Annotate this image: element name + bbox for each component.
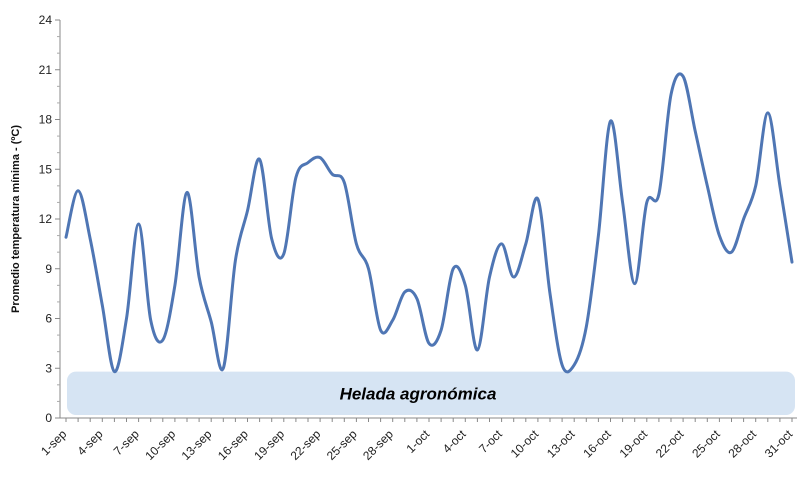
data-point bbox=[464, 284, 466, 286]
y-tick-label: 3 bbox=[45, 361, 52, 375]
data-point bbox=[730, 251, 732, 253]
data-point bbox=[670, 93, 672, 95]
data-point bbox=[150, 319, 152, 321]
data-point bbox=[271, 238, 273, 240]
data-point bbox=[113, 370, 115, 372]
x-tick-label: 10-sep bbox=[142, 427, 178, 463]
x-tick-label: 7-sep bbox=[111, 427, 142, 458]
data-point bbox=[682, 75, 684, 77]
data-point bbox=[234, 259, 236, 261]
data-point bbox=[125, 317, 127, 319]
data-point bbox=[791, 261, 793, 263]
data-point bbox=[597, 234, 599, 236]
data-point bbox=[355, 243, 357, 245]
data-point bbox=[573, 364, 575, 366]
data-point bbox=[89, 238, 91, 240]
data-point bbox=[767, 112, 769, 114]
data-point bbox=[609, 120, 611, 122]
x-tick-label: 13-oct bbox=[544, 427, 578, 461]
data-point bbox=[222, 367, 224, 369]
data-point bbox=[755, 185, 757, 187]
data-point bbox=[162, 339, 164, 341]
data-point bbox=[198, 276, 200, 278]
data-point bbox=[283, 253, 285, 255]
x-tick-label: 7-oct bbox=[476, 427, 505, 456]
x-tick-label: 16-oct bbox=[580, 427, 614, 461]
y-tick-label: 9 bbox=[45, 262, 52, 276]
x-tick-label: 4-oct bbox=[440, 427, 469, 456]
data-point bbox=[646, 201, 648, 203]
data-point bbox=[392, 319, 394, 321]
frost-band bbox=[67, 371, 795, 415]
x-tick-label: 28-oct bbox=[726, 427, 760, 461]
data-point bbox=[742, 218, 744, 220]
data-point bbox=[537, 198, 539, 200]
data-point bbox=[319, 156, 321, 158]
data-point bbox=[476, 349, 478, 351]
x-tick-label: 10-oct bbox=[508, 427, 542, 461]
data-point bbox=[174, 284, 176, 286]
data-point bbox=[779, 185, 781, 187]
x-tick-label: 19-sep bbox=[251, 427, 287, 463]
data-point bbox=[331, 173, 333, 175]
data-point bbox=[549, 292, 551, 294]
y-tick-label: 0 bbox=[45, 411, 52, 425]
x-tick-label: 1-sep bbox=[38, 427, 69, 458]
x-tick-label: 22-oct bbox=[653, 427, 687, 461]
data-point bbox=[258, 158, 260, 160]
data-point bbox=[137, 223, 139, 225]
data-point bbox=[694, 130, 696, 132]
data-point bbox=[500, 243, 502, 245]
data-point bbox=[210, 321, 212, 323]
y-axis-label: Promedio temperatura mínima - (ºC) bbox=[10, 125, 22, 313]
y-tick-label: 18 bbox=[39, 113, 53, 127]
y-tick-label: 12 bbox=[39, 212, 53, 226]
series-line bbox=[64, 72, 794, 374]
data-point bbox=[307, 161, 309, 163]
x-tick-label: 13-sep bbox=[179, 427, 215, 463]
y-tick-label: 15 bbox=[39, 162, 53, 176]
x-tick-label: 4-sep bbox=[74, 427, 105, 458]
data-point bbox=[658, 193, 660, 195]
x-tick-label: 19-oct bbox=[617, 427, 651, 461]
y-tick-label: 6 bbox=[45, 312, 52, 326]
data-point bbox=[706, 185, 708, 187]
x-tick-label: 31-oct bbox=[762, 427, 796, 461]
data-point bbox=[379, 329, 381, 331]
data-point bbox=[718, 234, 720, 236]
data-point bbox=[416, 297, 418, 299]
x-tick-label: 25-sep bbox=[324, 427, 360, 463]
data-point bbox=[585, 326, 587, 328]
y-tick-label: 21 bbox=[39, 63, 53, 77]
data-point bbox=[246, 210, 248, 212]
data-point bbox=[561, 364, 563, 366]
data-point bbox=[404, 291, 406, 293]
x-tick-label: 22-sep bbox=[288, 427, 324, 463]
data-point bbox=[343, 181, 345, 183]
data-point bbox=[621, 201, 623, 203]
data-point bbox=[440, 329, 442, 331]
x-tick-label: 28-sep bbox=[360, 427, 396, 463]
x-tick-label: 1-oct bbox=[404, 427, 433, 456]
data-point bbox=[77, 190, 79, 192]
y-tick-label: 24 bbox=[39, 13, 53, 27]
data-point bbox=[101, 304, 103, 306]
data-point bbox=[295, 176, 297, 178]
data-point bbox=[488, 276, 490, 278]
data-point bbox=[634, 282, 636, 284]
data-point bbox=[513, 276, 515, 278]
data-point bbox=[186, 191, 188, 193]
data-point bbox=[65, 236, 67, 238]
data-point bbox=[428, 342, 430, 344]
data-point bbox=[452, 268, 454, 270]
frost-band-label: Helada agronómica bbox=[340, 384, 497, 403]
data-point bbox=[525, 243, 527, 245]
data-point bbox=[367, 268, 369, 270]
x-tick-label: 25-oct bbox=[689, 427, 723, 461]
x-tick-label: 16-sep bbox=[215, 427, 251, 463]
